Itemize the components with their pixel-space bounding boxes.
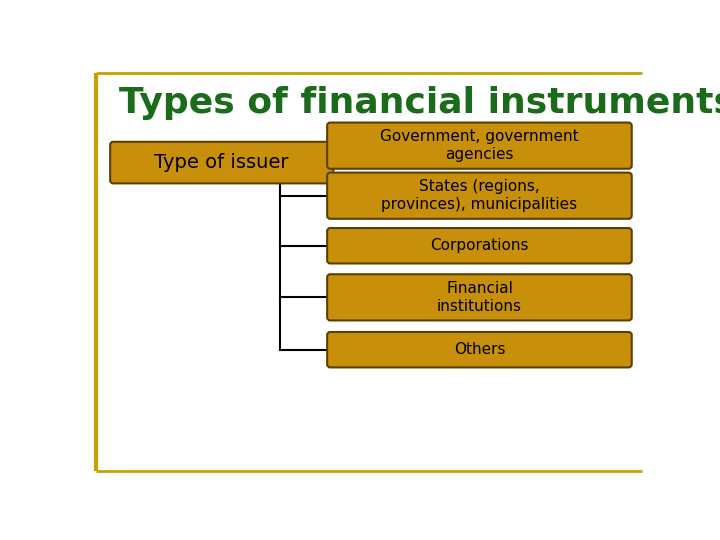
- Text: Government, government
agencies: Government, government agencies: [380, 130, 579, 162]
- FancyBboxPatch shape: [327, 228, 631, 264]
- Text: Corporations: Corporations: [430, 238, 528, 253]
- FancyBboxPatch shape: [327, 332, 631, 367]
- Text: Financial
institutions: Financial institutions: [437, 281, 522, 314]
- FancyBboxPatch shape: [327, 173, 631, 219]
- FancyBboxPatch shape: [110, 142, 333, 184]
- FancyBboxPatch shape: [327, 123, 631, 168]
- Text: Types of financial instruments: Types of financial instruments: [120, 86, 720, 120]
- FancyBboxPatch shape: [327, 274, 631, 320]
- Text: States (regions,
provinces), municipalities: States (regions, provinces), municipalit…: [382, 179, 577, 212]
- Text: Others: Others: [454, 342, 505, 357]
- Text: Type of issuer: Type of issuer: [155, 153, 289, 172]
